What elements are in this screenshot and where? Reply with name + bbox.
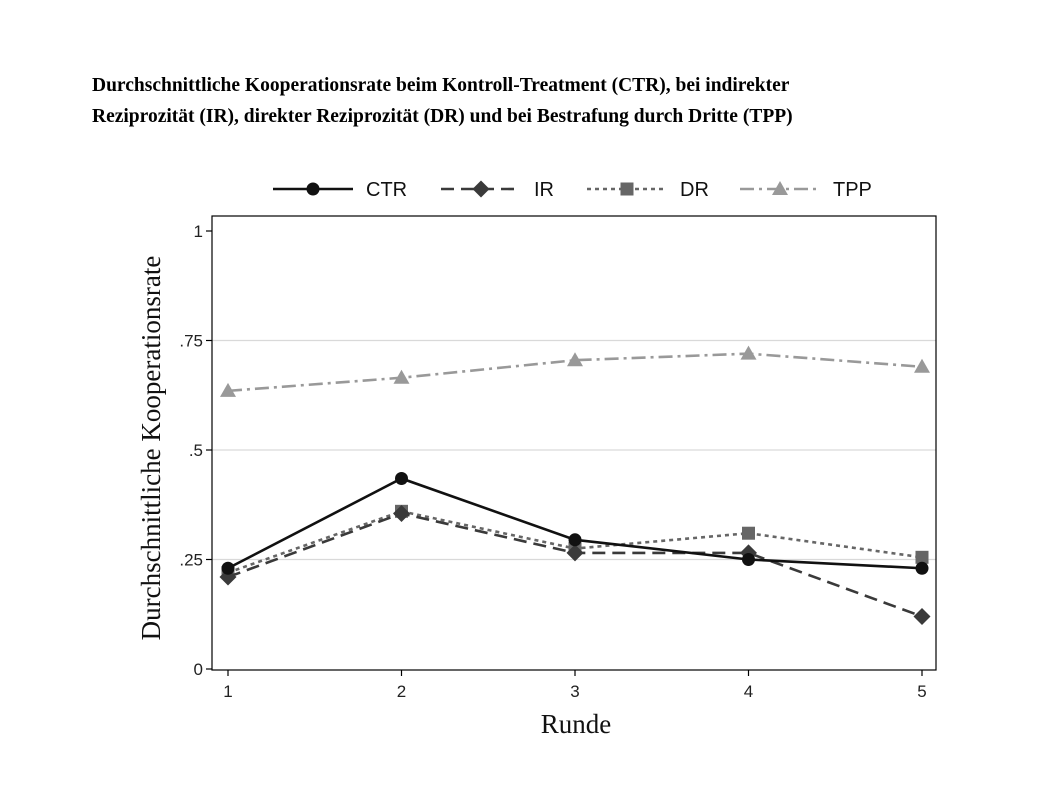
legend-label-ir: IR — [534, 179, 554, 201]
y-axis-title: Durchschnittliche Kooperationsrate — [136, 256, 166, 641]
point-ir — [913, 607, 931, 625]
x-axis-title: Runde — [541, 709, 612, 739]
point-ctr — [742, 553, 755, 566]
point-ir — [393, 505, 410, 523]
legend-label-dr: DR — [680, 179, 709, 201]
y-tick-label: 1 — [194, 222, 203, 241]
point-tpp — [393, 369, 410, 384]
legend-label-ctr: CTR — [366, 179, 407, 201]
point-ir — [566, 544, 584, 562]
point-dr — [742, 526, 755, 540]
chart-title-line-1: Durchschnittliche Kooperationsrate beim … — [92, 75, 790, 96]
point-tpp — [740, 345, 757, 360]
legend-marker-dr — [620, 182, 634, 196]
x-tick-label: 2 — [397, 682, 406, 701]
x-tick-label: 1 — [223, 682, 232, 701]
point-dr — [915, 550, 929, 564]
chart-title-line-2: Reziprozität (IR), direkter Reziprozität… — [92, 106, 793, 127]
point-ctr — [395, 471, 408, 485]
legend-marker-ctr — [306, 182, 320, 196]
point-tpp — [567, 352, 583, 367]
point-tpp — [914, 358, 930, 373]
y-tick-label: .25 — [179, 551, 203, 570]
y-tick-label: .5 — [189, 441, 203, 460]
x-tick-label: 3 — [570, 682, 579, 701]
x-tick-label: 4 — [744, 682, 753, 701]
series-line-tpp — [227, 352, 923, 393]
y-tick-label: .75 — [179, 332, 203, 351]
x-tick-label: 5 — [917, 682, 926, 701]
series-line-ir — [227, 512, 923, 618]
point-tpp — [220, 382, 236, 397]
legend-label-tpp: TPP — [833, 179, 872, 201]
chart-title: Durchschnittliche Kooperationsrate beim … — [92, 70, 992, 132]
y-tick-label: 0 — [194, 660, 203, 679]
point-ctr — [221, 561, 235, 575]
point-ctr — [568, 533, 582, 547]
legend-marker-tpp — [772, 181, 788, 195]
point-ctr — [915, 561, 929, 575]
plot-frame — [211, 215, 937, 671]
legend-marker-ir — [472, 180, 490, 198]
